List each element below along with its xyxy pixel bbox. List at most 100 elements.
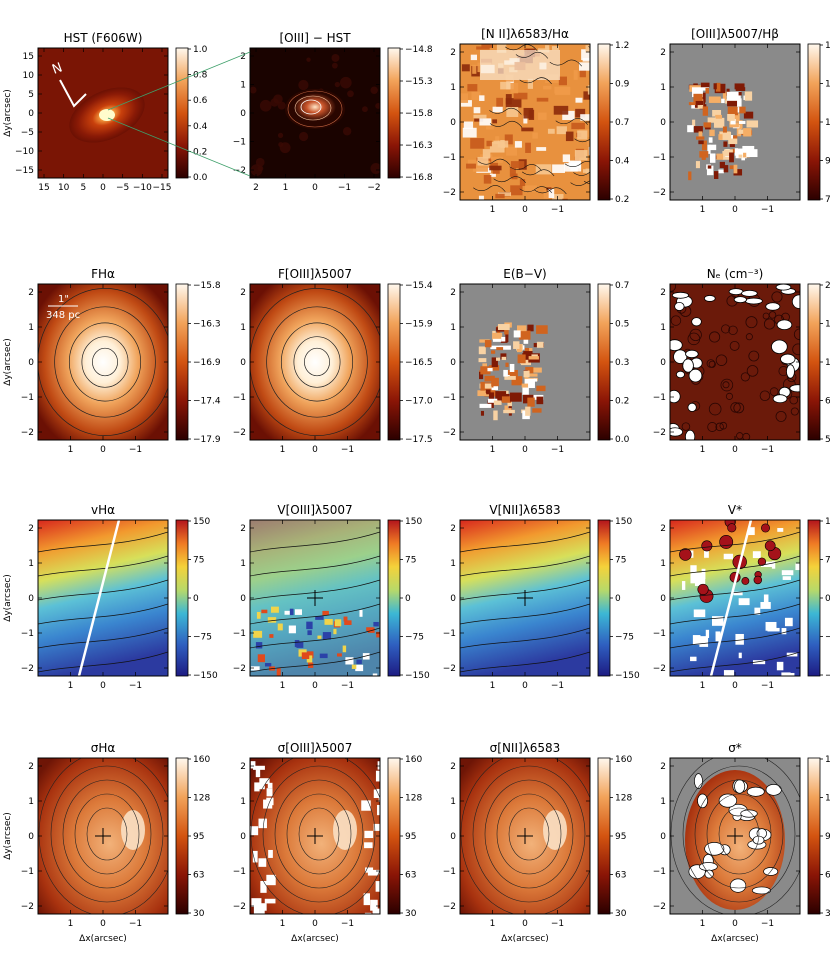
contour — [280, 322, 354, 402]
y-tick-label: 1 — [240, 323, 246, 333]
y-tick-label: −2 — [233, 166, 246, 176]
colorbar — [807, 43, 821, 201]
panel-title: V[NII]λ6583 — [489, 503, 560, 517]
colorbar-tick-label: 75 — [825, 556, 830, 566]
map-image: N — [38, 48, 168, 178]
panel-title: vHα — [91, 503, 115, 517]
y-tick-label: 2 — [660, 48, 666, 58]
panel-title: E(B−V) — [503, 267, 546, 281]
colorbar-tick-label: 30 — [825, 909, 830, 919]
contour — [682, 765, 796, 903]
y-tick-label: 2 — [450, 288, 456, 298]
colorbar-tick-label: 63 — [405, 871, 416, 881]
panel-oiii-hb: [OIII]λ5007/Hβ 1 0 −1 2 1 0 −1 −2 15 13 11 9 7 — [653, 27, 830, 215]
panel-title: [OIII]λ5007/Hβ — [691, 27, 779, 41]
x-tick-label: 1 — [490, 205, 496, 215]
contour — [694, 779, 784, 889]
y-tick-label: 1 — [28, 323, 34, 333]
x-tick-label: −1 — [551, 445, 564, 455]
y-tick-label: 0 — [240, 832, 246, 842]
contour — [460, 651, 590, 673]
y-tick-label: 2 — [240, 762, 246, 772]
x-tick-label: −1 — [551, 205, 564, 215]
scale-bar-bottom: 348 pc — [46, 310, 80, 321]
colorbar-tick-label: 9 — [825, 157, 830, 167]
contour — [286, 793, 352, 875]
colorbar-tick-label: −16.3 — [405, 141, 433, 151]
colorbar — [387, 519, 401, 677]
colorbar — [807, 757, 821, 915]
contour — [670, 603, 800, 625]
colorbar-tick-label: 128 — [193, 794, 210, 804]
y-tick-label: −1 — [653, 153, 666, 163]
colorbar-tick-label: −17.9 — [193, 435, 221, 445]
scale-bar: 1" 348 pc — [46, 294, 80, 321]
colorbar-tick-label: 0.7 — [615, 281, 629, 291]
colorbar-tick-label: −150 — [615, 671, 640, 681]
panel-sigma-ha: σHα 1 0 −1 2 1 0 −1 −2 160 128 95 63 30 Δy(arcsec) Δx(a… — [3, 741, 210, 944]
x-tick-label: 1 — [280, 681, 286, 691]
y-tick-label: 0 — [28, 109, 34, 119]
contour — [262, 765, 376, 903]
kinematic-axis-line — [77, 520, 121, 676]
colorbar-tick-label: 1.2 — [615, 41, 629, 51]
x-tick-label: 5 — [80, 183, 86, 193]
contour — [81, 336, 129, 388]
map-image: 1" 348 pc — [38, 284, 168, 440]
colorbar-tick-label: −75 — [405, 633, 424, 643]
y-tick-label: 2 — [240, 52, 246, 62]
x-axis-label: Δx(arcsec) — [711, 934, 759, 944]
colorbar-tick-label: −75 — [193, 633, 212, 643]
y-tick-label: 0 — [28, 594, 34, 604]
y-tick-label: 0 — [240, 594, 246, 604]
contour — [250, 531, 380, 553]
x-tick-label: 0 — [312, 919, 318, 929]
contour — [62, 779, 152, 889]
contour — [38, 627, 168, 649]
contour — [460, 531, 590, 553]
colorbar-tick-label: 0.3 — [615, 358, 629, 368]
y-tick-label: 2 — [28, 288, 34, 298]
colorbar-tick-label: 13 — [825, 80, 830, 90]
contour — [274, 779, 364, 889]
contour — [38, 603, 168, 625]
x-tick-label: 15 — [38, 183, 49, 193]
colorbar-tick-label: −75 — [825, 633, 830, 643]
y-tick-label: −1 — [21, 629, 34, 639]
scale-bar-top: 1" — [58, 294, 69, 305]
colorbar-tick-label: 63 — [615, 871, 626, 881]
contour — [706, 793, 772, 875]
colorbar-tick-label: 128 — [825, 794, 830, 804]
y-tick-label: 2 — [450, 762, 456, 772]
y-tick-label: −1 — [653, 629, 666, 639]
colorbar-tick-label: −14.8 — [405, 45, 433, 55]
x-tick-label: 0 — [100, 681, 106, 691]
x-tick-label: 0 — [312, 445, 318, 455]
y-tick-label: 1 — [28, 559, 34, 569]
x-tick-label: −1 — [551, 919, 564, 929]
colorbar-tick-label: 0.8 — [193, 71, 208, 81]
y-axis-label: Δy(arcsec) — [3, 812, 13, 860]
y-tick-label: 0 — [660, 118, 666, 128]
map-image — [460, 44, 590, 200]
x-tick-label: 1 — [700, 445, 706, 455]
y-tick-label: −2 — [21, 902, 34, 912]
x-tick-label: 1 — [283, 183, 289, 193]
contour — [86, 807, 128, 861]
map-image — [38, 758, 168, 914]
y-tick-label: −2 — [653, 664, 666, 674]
y-tick-label: −15 — [15, 166, 34, 176]
x-tick-label: −1 — [341, 445, 354, 455]
colorbar-tick-label: −15.3 — [405, 77, 433, 87]
contour — [68, 322, 142, 402]
panel-v-ha: vHα 1 0 −1 2 1 0 −1 −2 150 75 0 −75 −150 Δy(arcsec) — [3, 503, 218, 691]
contour — [718, 807, 760, 861]
y-axis-label: Δy(arcsec) — [3, 89, 13, 137]
colorbar-tick-label: −16.8 — [405, 173, 433, 183]
colorbar-tick-label: 160 — [615, 755, 632, 765]
contour — [508, 807, 550, 861]
colorbar — [175, 47, 189, 179]
contour — [460, 579, 590, 601]
colorbar-tick-label: −150 — [825, 671, 830, 681]
colorbar-tick-label: 150 — [825, 517, 830, 527]
